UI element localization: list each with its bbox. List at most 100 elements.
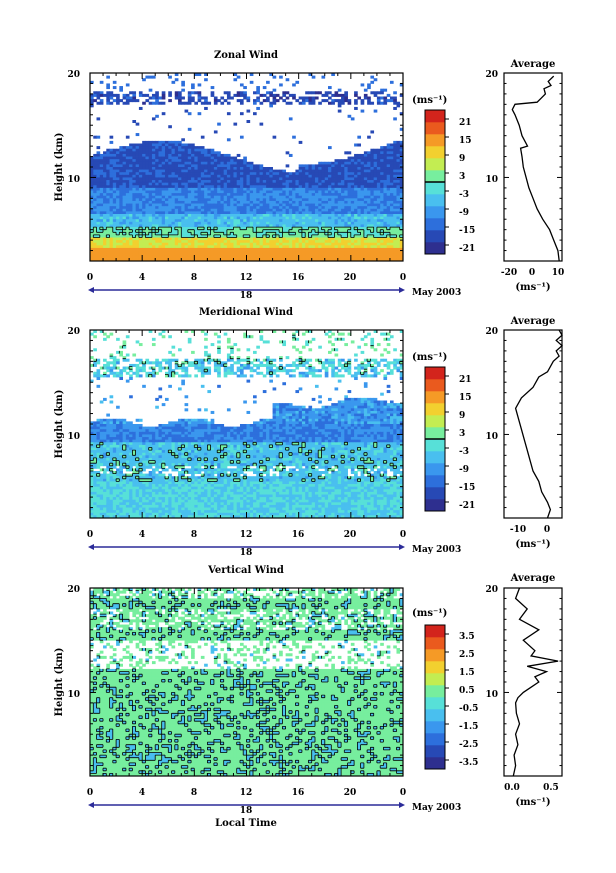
heatmap-cell bbox=[230, 369, 234, 373]
heatmap-cell bbox=[194, 200, 198, 204]
heatmap-cell bbox=[233, 187, 238, 191]
heatmap-cell bbox=[373, 156, 378, 160]
heatmap-cell bbox=[233, 214, 238, 218]
heatmap-cell bbox=[311, 247, 316, 251]
heatmap-cell bbox=[194, 214, 198, 218]
heatmap-cell bbox=[266, 177, 270, 181]
heatmap-cell bbox=[204, 358, 208, 362]
heatmap-cell bbox=[380, 369, 384, 373]
heatmap-cell bbox=[207, 164, 212, 168]
heatmap-cell bbox=[184, 330, 189, 334]
heatmap-cell bbox=[148, 211, 153, 215]
heatmap-cell bbox=[288, 200, 293, 204]
heatmap-cell bbox=[285, 253, 290, 257]
heatmap-cell bbox=[249, 221, 254, 225]
heatmap-cell bbox=[184, 159, 189, 163]
heatmap-cell bbox=[383, 337, 388, 341]
heatmap-cell bbox=[396, 208, 401, 212]
heatmap-cell bbox=[164, 146, 169, 150]
heatmap-cell bbox=[321, 253, 326, 257]
heatmap-cell bbox=[233, 229, 238, 233]
heatmap-cell bbox=[168, 125, 172, 129]
heatmap-cell bbox=[301, 180, 306, 184]
heatmap-cell bbox=[178, 221, 182, 225]
heatmap-cell bbox=[226, 227, 231, 231]
heatmap-cell bbox=[337, 93, 342, 97]
heatmap-cell bbox=[295, 242, 300, 246]
heatmap-cell bbox=[367, 172, 371, 176]
heatmap-cell bbox=[354, 242, 358, 246]
heatmap-cell bbox=[138, 148, 143, 152]
heatmap-cell bbox=[318, 224, 322, 228]
heatmap-cell bbox=[367, 227, 371, 231]
heatmap-cell bbox=[370, 182, 375, 186]
heatmap-cell bbox=[259, 255, 264, 259]
heatmap-cell bbox=[223, 219, 228, 223]
heatmap-cell bbox=[295, 219, 300, 223]
heatmap-cell bbox=[112, 164, 117, 168]
heatmap-cell bbox=[194, 169, 198, 173]
heatmap-cell bbox=[275, 258, 280, 261]
heatmap-cell bbox=[386, 258, 391, 261]
heatmap-cell bbox=[142, 221, 146, 225]
heatmap-cell bbox=[282, 185, 287, 189]
heatmap-cell bbox=[341, 206, 345, 210]
heatmap-cell bbox=[184, 245, 189, 249]
heatmap-cell bbox=[148, 174, 153, 178]
heatmap-cell bbox=[119, 172, 123, 176]
heatmap-cell bbox=[256, 195, 260, 199]
heatmap-cell bbox=[168, 182, 172, 186]
heatmap-cell bbox=[191, 185, 195, 189]
heatmap-cell bbox=[148, 255, 153, 259]
heatmap-cell bbox=[200, 208, 205, 212]
heatmap-cell bbox=[223, 240, 228, 244]
heatmap-cell bbox=[122, 177, 127, 181]
heatmap-cell bbox=[93, 214, 97, 218]
heatmap-cell bbox=[155, 258, 159, 261]
heatmap-cell bbox=[148, 366, 153, 370]
heatmap-cell bbox=[226, 185, 231, 189]
heatmap-cell bbox=[125, 366, 130, 370]
heatmap-cell bbox=[103, 363, 107, 367]
heatmap-cell bbox=[155, 250, 159, 254]
heatmap-cell bbox=[230, 190, 234, 194]
heatmap-cell bbox=[116, 200, 120, 204]
heatmap-cell bbox=[357, 200, 362, 204]
heatmap-cell bbox=[328, 245, 332, 249]
heatmap-cell bbox=[96, 153, 101, 157]
heatmap-cell bbox=[200, 156, 205, 160]
heatmap-cell bbox=[246, 348, 251, 352]
heatmap-cell bbox=[256, 247, 260, 251]
heatmap-cell bbox=[285, 258, 290, 261]
heatmap-cell bbox=[259, 250, 264, 254]
heatmap-cell bbox=[354, 169, 358, 173]
heatmap-cell bbox=[275, 182, 280, 186]
heatmap-cell bbox=[106, 203, 110, 207]
heatmap-cell bbox=[301, 237, 306, 241]
heatmap-cell bbox=[292, 332, 296, 336]
heatmap-cell bbox=[272, 203, 277, 207]
heatmap-cell bbox=[363, 358, 368, 362]
heatmap-cell bbox=[380, 153, 384, 157]
heatmap-cell bbox=[161, 224, 166, 228]
heatmap-cell bbox=[99, 180, 104, 184]
heatmap-cell bbox=[184, 198, 189, 202]
heatmap-cell bbox=[90, 174, 94, 178]
heatmap-cell bbox=[386, 198, 391, 202]
heatmap-cell bbox=[184, 182, 189, 186]
heatmap-cell bbox=[181, 206, 185, 210]
heatmap-cell bbox=[328, 180, 332, 184]
heatmap-cell bbox=[226, 250, 231, 254]
heatmap-cell bbox=[373, 151, 378, 155]
heatmap-cell bbox=[129, 167, 133, 171]
heatmap-cell bbox=[207, 229, 212, 233]
heatmap-cell bbox=[155, 211, 159, 215]
heatmap-cell bbox=[96, 135, 101, 139]
heatmap-cell bbox=[367, 250, 371, 254]
heatmap-cell bbox=[217, 177, 221, 181]
heatmap-cell bbox=[399, 174, 403, 178]
heatmap-cell bbox=[210, 159, 215, 163]
heatmap-cell bbox=[233, 247, 238, 251]
heatmap-cell bbox=[226, 198, 231, 202]
heatmap-cell bbox=[103, 159, 107, 163]
